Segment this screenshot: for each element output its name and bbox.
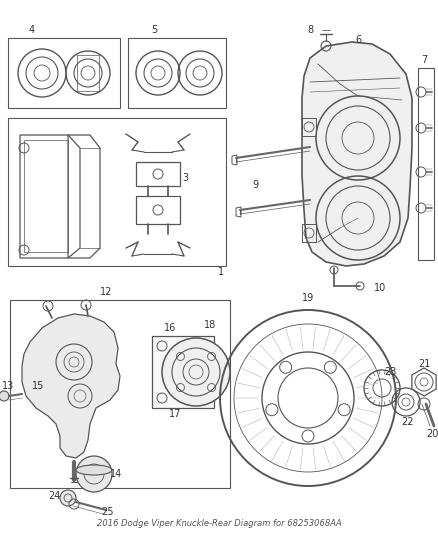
- Text: 15: 15: [32, 381, 44, 391]
- Text: 14: 14: [110, 469, 122, 479]
- Text: 2016 Dodge Viper Knuckle-Rear Diagram for 68253068AA: 2016 Dodge Viper Knuckle-Rear Diagram fo…: [97, 520, 341, 529]
- Bar: [302, 118, 316, 136]
- Ellipse shape: [76, 465, 112, 475]
- Bar: [24, 140, 68, 252]
- Text: 8: 8: [307, 25, 313, 35]
- Bar: [136, 196, 180, 224]
- Text: 12: 12: [100, 287, 112, 297]
- Polygon shape: [22, 314, 120, 458]
- Text: 22: 22: [402, 417, 414, 427]
- Text: 20: 20: [426, 429, 438, 439]
- Bar: [128, 38, 226, 108]
- Bar: [136, 162, 180, 186]
- Text: 17: 17: [169, 409, 181, 419]
- Text: 4: 4: [29, 25, 35, 35]
- Text: 9: 9: [252, 180, 258, 190]
- Text: 21: 21: [418, 359, 430, 369]
- Text: 24: 24: [48, 491, 60, 501]
- Text: 6: 6: [355, 35, 361, 45]
- Text: 1: 1: [218, 267, 224, 277]
- Text: 16: 16: [164, 323, 176, 333]
- Bar: [10, 300, 230, 488]
- Text: 25: 25: [102, 507, 114, 517]
- Text: 23: 23: [384, 367, 396, 377]
- Circle shape: [162, 338, 230, 406]
- Circle shape: [0, 391, 9, 401]
- Bar: [302, 224, 316, 242]
- Polygon shape: [302, 42, 412, 266]
- Text: 19: 19: [302, 293, 314, 303]
- Text: 7: 7: [421, 55, 427, 65]
- Text: 10: 10: [374, 283, 386, 293]
- Text: 18: 18: [204, 320, 216, 330]
- Circle shape: [76, 456, 112, 492]
- Circle shape: [60, 490, 76, 506]
- Bar: [152, 336, 214, 408]
- Text: 5: 5: [151, 25, 157, 35]
- Bar: [8, 118, 226, 266]
- Text: 13: 13: [2, 381, 14, 391]
- Text: 3: 3: [182, 173, 188, 183]
- Bar: [418, 68, 434, 260]
- Bar: [8, 38, 120, 108]
